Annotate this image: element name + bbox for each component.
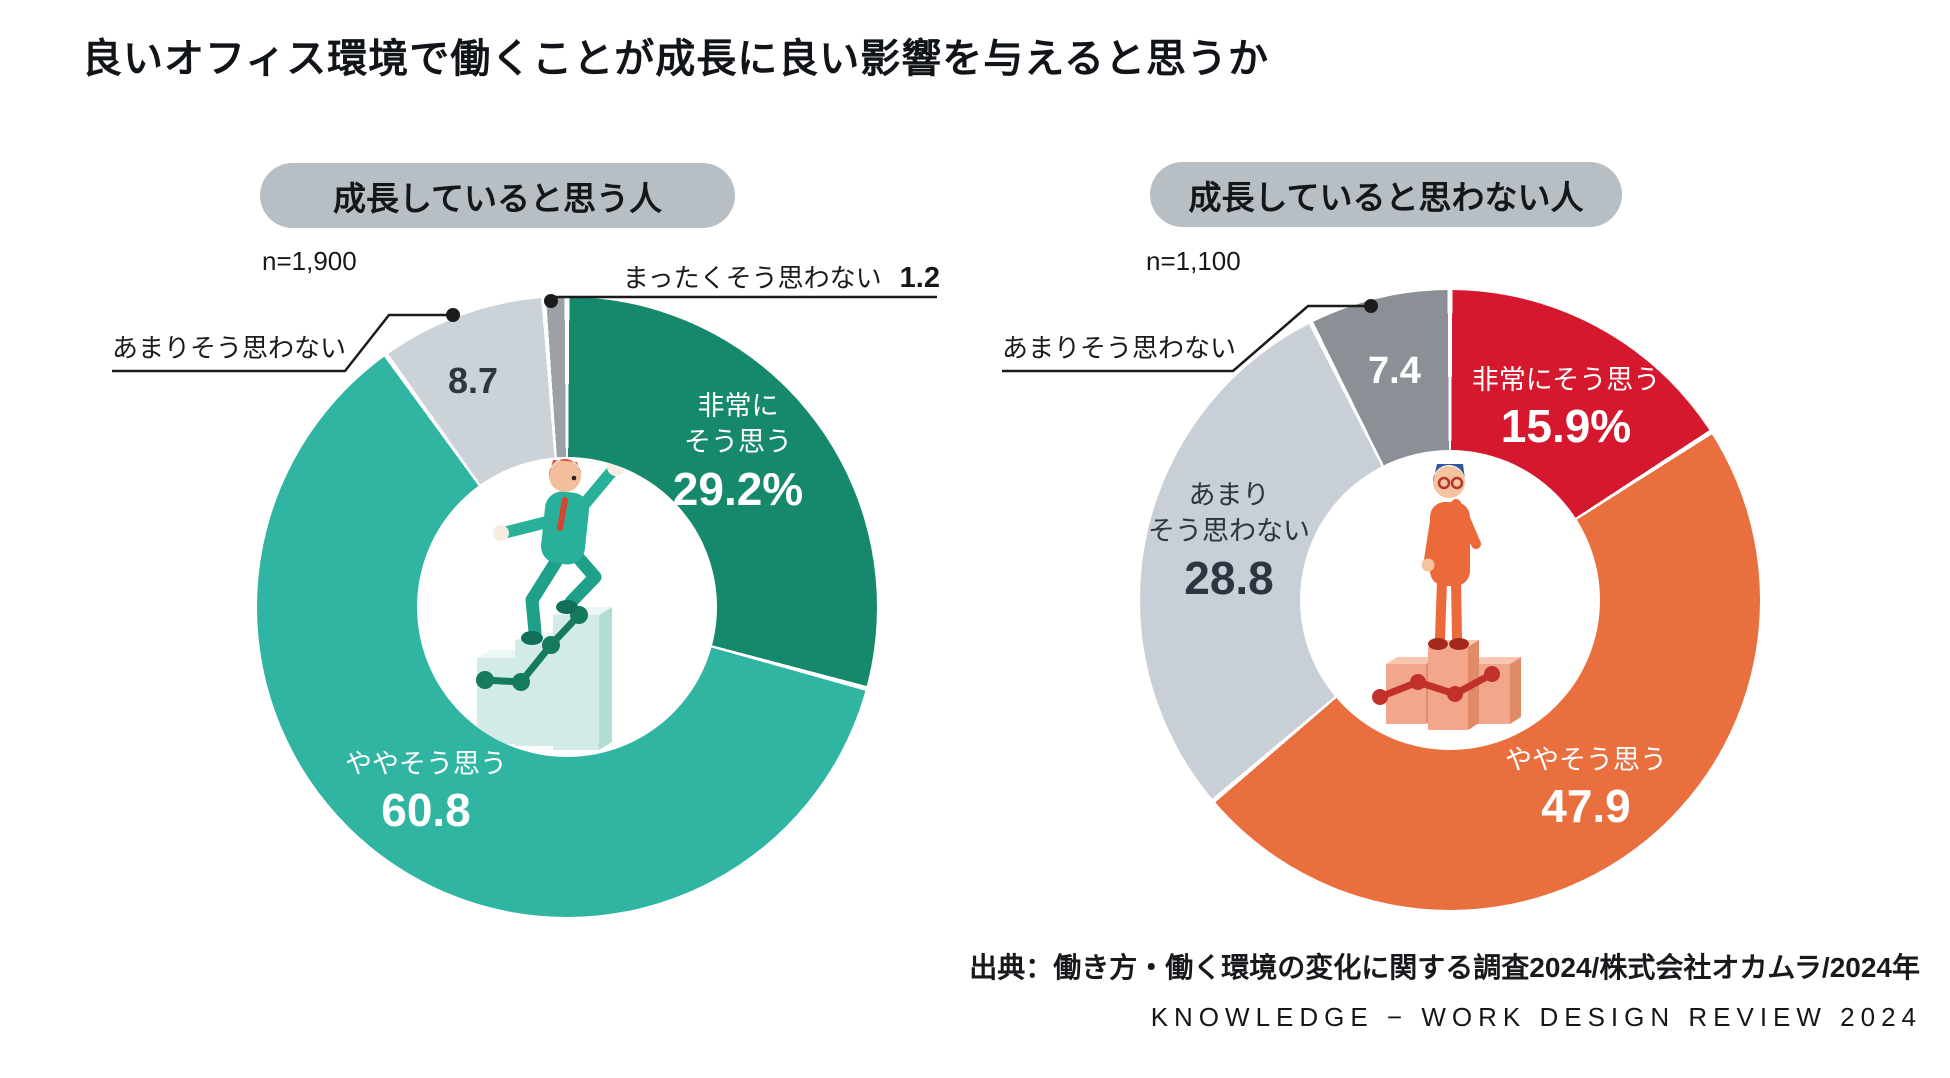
right-segment-label-somewhat-agree: ややそう思う 47.9 (1478, 742, 1694, 836)
left-segment-label-strongly-agree: 非常に そう思う 29.2% (632, 388, 844, 518)
right-chart-title-pill: 成長していると思わない人 (1150, 162, 1622, 227)
left-segment-label-somewhat-agree: ややそう思う 60.8 (318, 746, 534, 840)
left-donut-hole (417, 457, 717, 757)
person-climbing-bar-chart-illustration (476, 458, 625, 750)
standing-person-icon (1421, 464, 1481, 650)
left-chart-title-pill: 成長していると思う人 (260, 163, 735, 228)
right-segment-label-somewhat-disagree: あまり そう思わない 28.8 (1126, 477, 1332, 607)
person-standing-on-bar-chart-illustration (1372, 464, 1521, 730)
right-segment-label-strongly-agree: 非常にそう思う 15.9% (1458, 362, 1674, 456)
stagnant-trend-line-icon (1372, 666, 1500, 705)
segment-value: 60.8 (381, 784, 471, 837)
segment-label-line: 非常にそう思う (1471, 365, 1661, 395)
left-callout-strongly-disagree: まったくそう思わない 1.2 (558, 258, 940, 295)
page-title: 良いオフィス環境で働くことが成長に良い影響を与えると思うか (82, 37, 1269, 81)
left-chart-title: 成長していると思う人 (332, 179, 662, 217)
segment-label-line: ややそう思う (345, 749, 507, 779)
left-callout-strongly-disagree-label: まったくそう思わない (622, 263, 882, 293)
right-callout-somewhat-disagree-label: あまりそう思わない (1002, 333, 1237, 363)
right-donut-hole (1300, 450, 1600, 750)
left-callout-somewhat-disagree-label: あまりそう思わない (112, 333, 347, 363)
segment-label-line: あまり (1188, 480, 1270, 510)
source-citation: 出典：働き方・働く環境の変化に関する調査2024/株式会社オカムラ/2024年 (969, 952, 1920, 983)
segment-value: 28.8 (1184, 551, 1274, 604)
left-callout-strongly-disagree-value: 1.2 (899, 262, 940, 294)
left-sample-size: n=1,900 (262, 246, 357, 276)
right-chart-title: 成長していると思わない人 (1188, 178, 1584, 216)
segment-label-line: 非常に (697, 391, 779, 421)
right-sample-size: n=1,100 (1146, 246, 1241, 276)
segment-label-line: ややそう思う (1505, 745, 1667, 775)
left-donut-chart (257, 297, 877, 917)
segment-value: 47.9 (1541, 780, 1631, 833)
right-donut-chart (1140, 290, 1760, 910)
segment-label-line: そう思う (684, 427, 792, 458)
segment-value: 15.9% (1500, 400, 1632, 453)
right-segment-value-strongly-disagree: 7.4 (1368, 350, 1421, 392)
rising-trend-line-icon (476, 606, 588, 691)
segment-value: 29.2% (672, 462, 804, 515)
brand-logotype: KNOWLEDGE − WORK DESIGN REVIEW 2024 (1150, 1002, 1922, 1032)
climbing-person-icon (493, 458, 625, 645)
left-segment-value-somewhat-disagree: 8.7 (448, 360, 499, 401)
segment-label-line: そう思わない (1148, 516, 1310, 547)
